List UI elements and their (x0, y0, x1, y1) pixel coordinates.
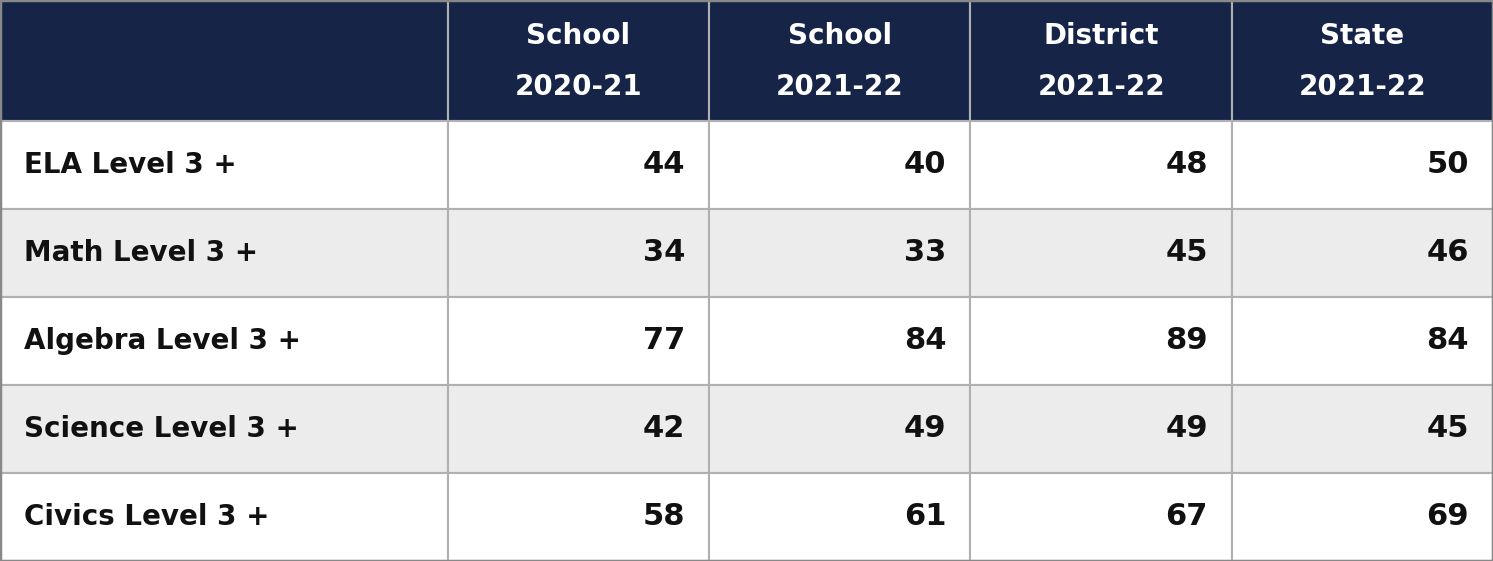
Bar (448, 0, 709, 121)
Text: 2021-22: 2021-22 (776, 73, 903, 101)
Text: State: State (1320, 22, 1405, 50)
Bar (970, 385, 1232, 473)
Bar (448, 297, 709, 385)
Bar (0, 121, 448, 209)
Bar (970, 473, 1232, 561)
Bar (0, 297, 448, 385)
Bar (709, 297, 970, 385)
Bar (709, 473, 970, 561)
Text: 44: 44 (643, 150, 685, 179)
Bar (1232, 385, 1493, 473)
Bar (0, 0, 448, 121)
Text: 2021-22: 2021-22 (1038, 73, 1165, 101)
Bar (448, 473, 709, 561)
Bar (448, 209, 709, 297)
Text: Civics Level 3 +: Civics Level 3 + (24, 503, 269, 531)
Text: 89: 89 (1165, 327, 1208, 355)
Text: 40: 40 (905, 150, 947, 179)
Text: 2020-21: 2020-21 (515, 73, 642, 101)
Text: District: District (1044, 22, 1159, 50)
Text: 46: 46 (1427, 238, 1469, 267)
Text: 58: 58 (643, 503, 685, 531)
Text: 67: 67 (1166, 503, 1208, 531)
Text: 84: 84 (1427, 327, 1469, 355)
Text: School: School (788, 22, 891, 50)
Text: 49: 49 (903, 415, 947, 443)
Bar (709, 209, 970, 297)
Text: 42: 42 (643, 415, 685, 443)
Text: 2021-22: 2021-22 (1299, 73, 1426, 101)
Bar (970, 121, 1232, 209)
Bar (1232, 0, 1493, 121)
Bar (709, 385, 970, 473)
Bar (448, 121, 709, 209)
Text: Math Level 3 +: Math Level 3 + (24, 239, 258, 266)
Text: 45: 45 (1166, 238, 1208, 267)
Text: ELA Level 3 +: ELA Level 3 + (24, 151, 236, 178)
Text: 69: 69 (1426, 503, 1469, 531)
Bar (709, 121, 970, 209)
Text: 61: 61 (905, 503, 947, 531)
Bar (970, 0, 1232, 121)
Text: 34: 34 (643, 238, 685, 267)
Text: 84: 84 (905, 327, 947, 355)
Bar (0, 473, 448, 561)
Bar (0, 209, 448, 297)
Bar (970, 297, 1232, 385)
Text: 49: 49 (1165, 415, 1208, 443)
Bar (1232, 209, 1493, 297)
Text: 33: 33 (905, 238, 947, 267)
Bar (1232, 297, 1493, 385)
Text: Algebra Level 3 +: Algebra Level 3 + (24, 327, 302, 355)
Text: 45: 45 (1427, 415, 1469, 443)
Bar (1232, 121, 1493, 209)
Bar (709, 0, 970, 121)
Bar (1232, 473, 1493, 561)
Bar (448, 385, 709, 473)
Text: School: School (527, 22, 630, 50)
Text: 48: 48 (1166, 150, 1208, 179)
Text: 50: 50 (1427, 150, 1469, 179)
Text: 77: 77 (643, 327, 685, 355)
Text: Science Level 3 +: Science Level 3 + (24, 415, 299, 443)
Bar (970, 209, 1232, 297)
Bar (0, 385, 448, 473)
